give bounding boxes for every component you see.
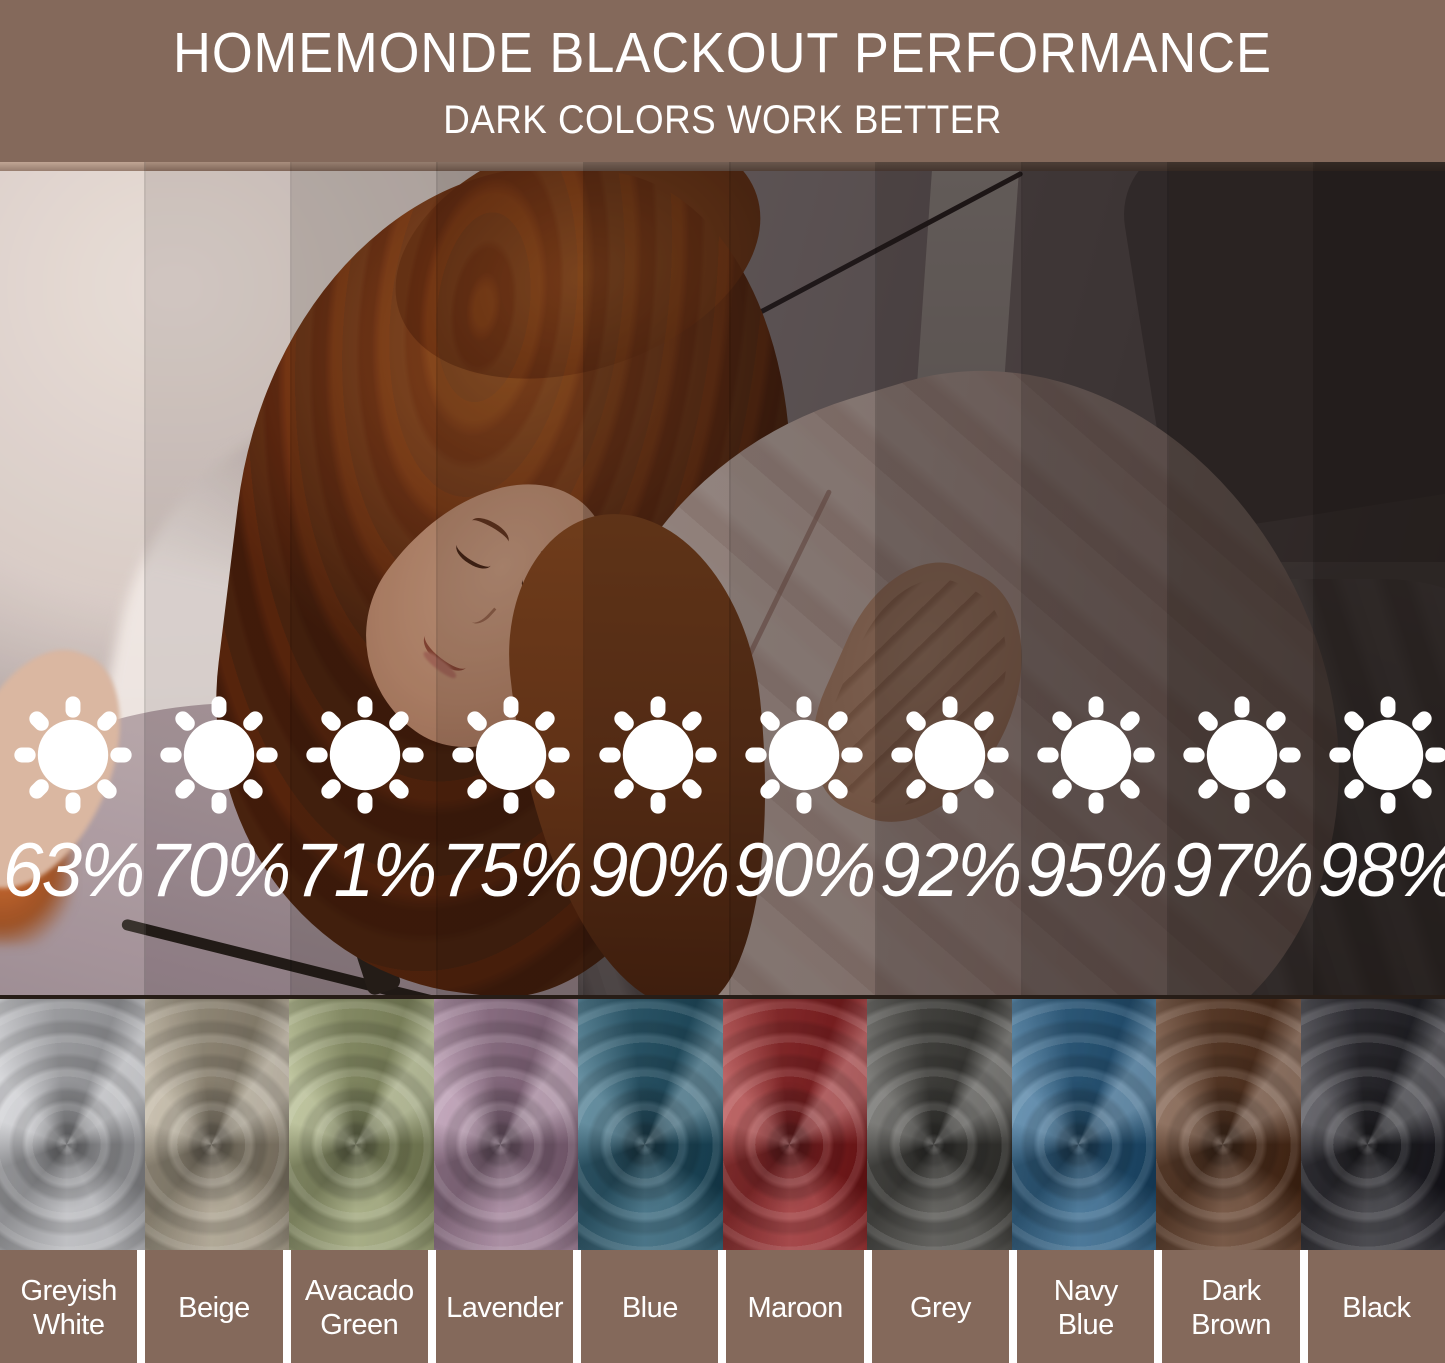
shade-column-10: 98%: [1315, 162, 1445, 995]
blackout-percent: 92%: [879, 828, 1022, 913]
fabric-swatch-lavender: [433, 999, 578, 1250]
color-label: Greyish White: [0, 1250, 138, 1363]
blackout-percent: 97%: [1171, 828, 1314, 913]
sun-icon: [306, 696, 424, 814]
color-label: Navy Blue: [1017, 1250, 1155, 1363]
sun-icon: [160, 696, 278, 814]
blackout-percent: 90%: [587, 828, 729, 913]
fabric-swatch-navy-blue: [1011, 999, 1156, 1250]
color-labels: Greyish White Beige Avacado Green Lavend…: [0, 1250, 1445, 1363]
shade-column-3: 71%: [292, 162, 439, 995]
fabric-swatch-black: [1300, 999, 1445, 1250]
blackout-percent: 95%: [1025, 828, 1168, 913]
blackout-percent: 75%: [441, 828, 583, 913]
color-label: Grey: [871, 1250, 1010, 1363]
color-label: Lavender: [435, 1250, 574, 1363]
photo-top-edge: [0, 162, 1445, 171]
blackout-percent: 90%: [733, 828, 876, 913]
sleeping-woman-photo: 63% 70% 71% 75% 90% 90%: [0, 162, 1445, 995]
fabric-swatch-grey: [867, 999, 1012, 1250]
blackout-percent: 70%: [149, 828, 291, 913]
fabric-swatch-blue: [578, 999, 723, 1250]
fabric-swatch-maroon: [722, 999, 867, 1250]
page-subtitle: DARK COLORS WORK BETTER: [443, 98, 1002, 142]
color-label: Beige: [145, 1250, 283, 1363]
sun-icon: [1183, 696, 1301, 814]
color-label: Blue: [581, 1250, 719, 1363]
shade-column-7: 92%: [876, 162, 1023, 995]
sun-icon: [745, 696, 863, 814]
color-label: Avacado Green: [290, 1250, 428, 1363]
shade-column-5: 90%: [584, 162, 731, 995]
shade-column-4: 75%: [438, 162, 585, 995]
blackout-percent: 63%: [2, 828, 145, 913]
blackout-percent: 98%: [1318, 828, 1445, 913]
sun-icon: [452, 696, 571, 814]
shade-column-1: 63%: [0, 162, 147, 995]
color-label: Black: [1307, 1250, 1445, 1363]
fabric-swatch-beige: [144, 999, 289, 1250]
fabric-swatch-dark-brown: [1156, 999, 1301, 1250]
shade-overlays: 63% 70% 71% 75% 90% 90%: [0, 162, 1445, 995]
fabric-swatch-greyish-white: [0, 999, 145, 1250]
sun-icon: [1329, 696, 1445, 814]
shade-column-9: 97%: [1169, 162, 1316, 995]
sun-icon: [891, 696, 1009, 814]
sun-icon: [1037, 696, 1155, 814]
fabric-swatch-avacado-green: [289, 999, 434, 1250]
sun-icon: [598, 696, 717, 814]
shade-column-2: 70%: [146, 162, 293, 995]
color-label: Dark Brown: [1162, 1250, 1300, 1363]
blackout-percent: 71%: [295, 828, 437, 913]
fabric-swatches: [0, 995, 1445, 1250]
header: HOMEMONDE BLACKOUT PERFORMANCE DARK COLO…: [0, 0, 1445, 162]
shade-column-8: 95%: [1022, 162, 1169, 995]
sun-icon: [14, 696, 132, 814]
color-label: Maroon: [726, 1250, 864, 1363]
shade-column-6: 90%: [730, 162, 877, 995]
page-title: HOMEMONDE BLACKOUT PERFORMANCE: [173, 21, 1272, 85]
